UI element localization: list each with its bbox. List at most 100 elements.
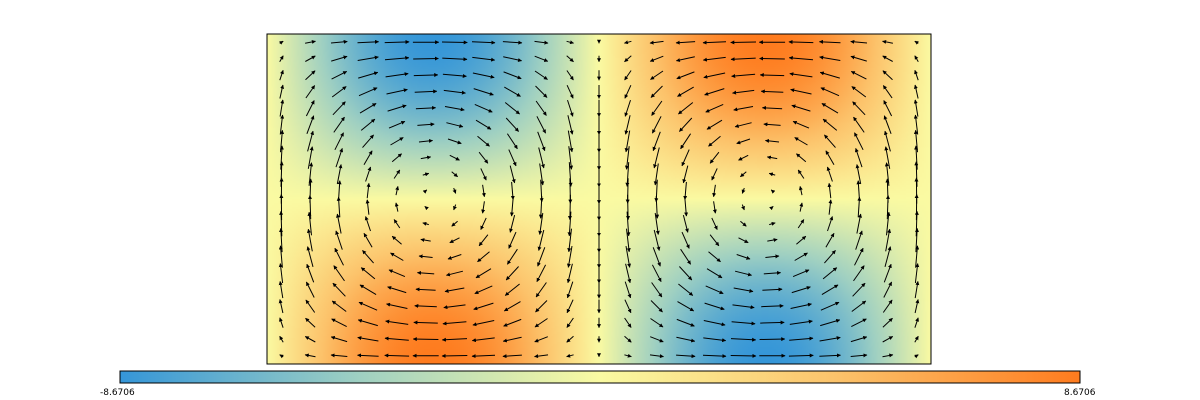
vector-arrow [418, 254, 433, 259]
vector-arrow [386, 302, 408, 309]
vector-arrow [535, 100, 547, 116]
vector-arrow [649, 354, 664, 359]
vector-arrow [883, 130, 891, 152]
vector-arrow [534, 55, 549, 62]
vector-arrow [704, 88, 725, 96]
vector-arrow [442, 73, 467, 78]
vector-arrow [702, 354, 727, 359]
vector-arrow [385, 72, 409, 78]
vector-arrow [882, 70, 893, 81]
vector-arrow [566, 335, 574, 343]
vector-arrow [732, 89, 755, 95]
vector-arrow [626, 228, 631, 253]
vector-arrow [472, 56, 496, 62]
vector-arrow [566, 40, 574, 45]
vector-arrow [418, 138, 433, 143]
vector-arrow [449, 154, 460, 161]
vector-arrow [730, 337, 757, 342]
vector-arrow [472, 72, 495, 79]
vector-arrow [502, 354, 522, 359]
vector-arrow [357, 55, 379, 61]
vector-arrow [712, 184, 717, 198]
vector-arrow [736, 254, 751, 260]
vector-arrow [760, 320, 785, 325]
vector-arrow [625, 246, 632, 268]
vector-arrow [388, 120, 406, 129]
vector-arrow [626, 194, 631, 221]
vector-arrow [331, 55, 348, 62]
vector-arrow [279, 99, 285, 117]
vector-arrow [706, 119, 723, 130]
vector-arrow [335, 230, 343, 250]
vector-arrow [797, 219, 805, 229]
vector-arrow [819, 71, 840, 79]
vector-arrow [676, 56, 695, 62]
vector-arrow [769, 206, 774, 211]
vector-arrow [651, 100, 663, 116]
vector-arrow [651, 116, 662, 134]
vector-arrow [413, 320, 438, 325]
vector-arrow [481, 184, 486, 198]
vector-arrow [913, 99, 919, 117]
vector-arrow [884, 246, 892, 268]
vector-arrow [741, 204, 745, 211]
vector-arrow [331, 318, 347, 328]
vector-arrow [821, 284, 839, 296]
vector-arrow [390, 252, 404, 261]
vector-arrow [702, 56, 726, 62]
vector-arrow [679, 266, 693, 281]
vector-arrow [420, 155, 432, 160]
vector-arrow [731, 321, 756, 326]
vector-arrow [480, 217, 487, 230]
vector-arrow [792, 269, 810, 278]
vector-arrow [677, 301, 695, 312]
vector-arrow [449, 237, 460, 244]
vector-arrow [850, 70, 867, 80]
vector-arrow [733, 287, 754, 293]
vector-arrow [385, 319, 409, 325]
vector-arrow [825, 150, 835, 165]
vector-arrow [566, 299, 574, 314]
vector-arrow [703, 337, 727, 343]
vector-arrow [883, 100, 893, 117]
vector-arrow [682, 214, 689, 233]
vector-arrow [914, 210, 919, 237]
vector-arrow [884, 146, 891, 169]
vector-arrow [393, 219, 401, 229]
vector-arrow [384, 40, 410, 45]
vector-arrow [332, 101, 346, 116]
vector-arrow [821, 102, 839, 114]
vector-arrow [738, 154, 749, 161]
vector-arrow [331, 300, 347, 312]
vector-arrow [788, 56, 814, 61]
vector-arrow [384, 336, 409, 341]
vector-arrow [730, 40, 757, 45]
vector-arrow [395, 186, 400, 196]
vector-arrow [471, 354, 496, 359]
vector-arrow [534, 336, 548, 343]
vector-arrow [676, 318, 695, 327]
vector-arrow [702, 40, 727, 45]
vector-arrow [509, 198, 514, 217]
vector-arrow [567, 99, 574, 117]
vector-arrow [732, 304, 755, 310]
vector-arrow [566, 70, 574, 81]
vector-arrow [359, 284, 377, 296]
vector-arrow [365, 166, 372, 182]
vector-arrow [791, 104, 811, 112]
vector-arrow [441, 40, 468, 45]
vector-arrow [654, 212, 660, 235]
vector-arrow [796, 235, 807, 245]
vector-arrow [536, 116, 547, 134]
vector-arrow [651, 282, 663, 298]
vector-arrow [914, 354, 919, 359]
vector-arrow [472, 320, 495, 327]
vector-arrow [332, 282, 346, 297]
vector-arrow [712, 201, 717, 214]
vector-arrow [770, 189, 776, 194]
vector-arrow [390, 137, 404, 146]
vector-arrow [537, 229, 545, 251]
vector-arrow [883, 115, 892, 134]
vector-arrow [505, 266, 519, 281]
vector-arrow [822, 118, 838, 131]
